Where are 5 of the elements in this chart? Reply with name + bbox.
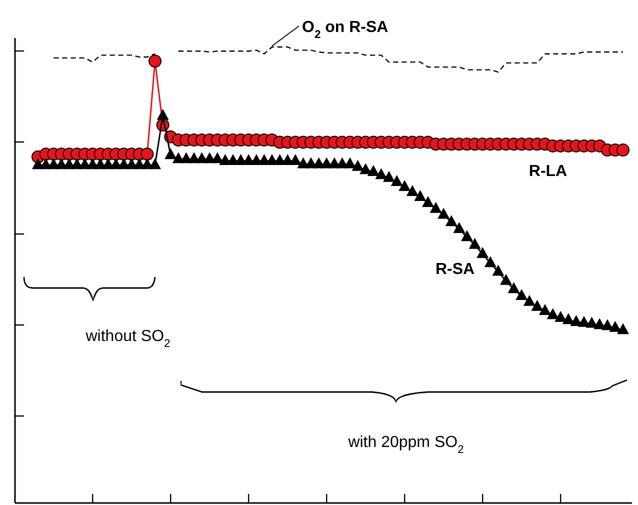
annotation: with 20ppm SO$_{2}$ bbox=[347, 434, 464, 456]
legend-label: O$_{2}$ on R-SA bbox=[302, 19, 389, 41]
series-label: R-LA bbox=[528, 163, 568, 180]
annotation: without SO$_{2}$ bbox=[84, 328, 170, 350]
series-label: R-SA bbox=[435, 261, 475, 278]
